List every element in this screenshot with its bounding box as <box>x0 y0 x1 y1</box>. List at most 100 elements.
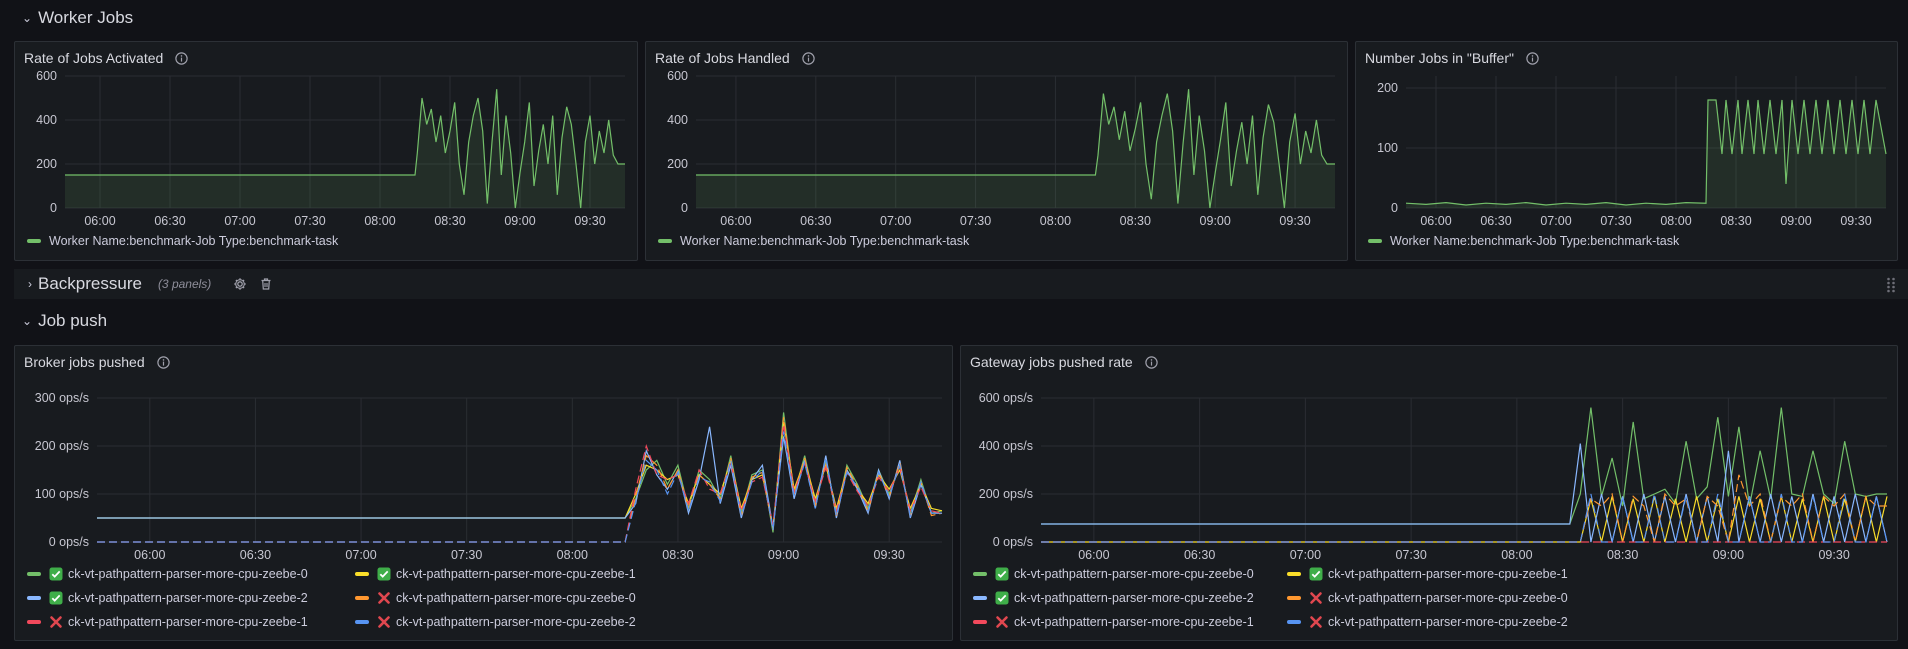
chart-rate-jobs-handled[interactable]: 0 200 400 600 06:00 06:30 07:00 07:30 08:00 08:30… <box>646 42 1347 260</box>
chart-gateway-jobs-pushed-rate[interactable]: 0 ops/s 200 ops/s 400 ops/s 600 ops/s 06:00 0… <box>961 346 1897 566</box>
y-tick-label: 0 ops/s <box>993 535 1033 549</box>
series-line-3[interactable] <box>97 417 943 543</box>
legend-swatch <box>27 620 41 624</box>
series-line-5[interactable] <box>97 431 942 543</box>
panel-title[interactable]: Rate of Jobs Handled <box>655 50 815 66</box>
row-title[interactable]: Backpressure <box>38 274 142 293</box>
info-circle-icon[interactable] <box>156 355 170 369</box>
x-tick-label: 06:00 <box>84 214 115 228</box>
legend-item[interactable]: ck-vt-pathpattern-parser-more-cpu-zeebe-… <box>973 615 1254 629</box>
legend-swatch <box>355 596 369 600</box>
chart-broker-jobs-pushed[interactable]: 0 ops/s 100 ops/s 200 ops/s 300 ops/s 06:00 0… <box>15 346 952 566</box>
x-tick-label: 06:00 <box>720 214 751 228</box>
legend-item[interactable]: ck-vt-pathpattern-parser-more-cpu-zeebe-… <box>355 615 636 629</box>
legend-label: ck-vt-pathpattern-parser-more-cpu-zeebe-… <box>1014 591 1254 605</box>
legend-item[interactable]: Worker Name:benchmark-Job Type:benchmark… <box>658 234 969 248</box>
x-tick-label: 06:00 <box>134 548 165 562</box>
row-backpressure[interactable]: › Backpressure (3 panels) <box>14 269 1908 299</box>
legend-item[interactable]: ck-vt-pathpattern-parser-more-cpu-zeebe-… <box>973 567 1254 581</box>
legend-swatch <box>658 239 672 243</box>
legend-item[interactable]: ck-vt-pathpattern-parser-more-cpu-zeebe-… <box>27 567 308 581</box>
legend-label: Worker Name:benchmark-Job Type:benchmark… <box>49 234 339 248</box>
info-circle-icon[interactable] <box>801 51 815 65</box>
x-tick-label: 08:30 <box>434 214 465 228</box>
series-line-0[interactable] <box>1041 407 1887 525</box>
panel-gateway-jobs-pushed-rate[interactable]: Gateway jobs pushed rate 0 ops/s 200 ops/… <box>960 345 1898 641</box>
legend-item[interactable]: ck-vt-pathpattern-parser-more-cpu-zeebe-… <box>1287 615 1568 629</box>
panel-rate-jobs-handled[interactable]: Rate of Jobs Handled 0 200 400 600 06:00 06:3… <box>645 41 1348 261</box>
series-line-0[interactable] <box>97 412 943 533</box>
series-line-0[interactable] <box>1405 99 1887 206</box>
series-line-2[interactable] <box>1041 443 1888 543</box>
legend-swatch <box>1287 620 1301 624</box>
row-worker-jobs[interactable]: ⌄ Worker Jobs <box>0 3 1908 33</box>
x-tick-label: 09:30 <box>1818 548 1849 562</box>
legend-item[interactable]: ck-vt-pathpattern-parser-more-cpu-zeebe-… <box>27 615 308 629</box>
series-line-0[interactable] <box>65 89 625 209</box>
row-title[interactable]: Worker Jobs <box>38 8 134 27</box>
info-circle-icon[interactable] <box>175 51 189 65</box>
panel-rate-jobs-activated[interactable]: Rate of Jobs Activated 0 200 400 600 06:00 06… <box>14 41 638 261</box>
y-tick-label: 200 <box>1377 81 1398 95</box>
panel-title[interactable]: Gateway jobs pushed rate <box>970 354 1158 370</box>
series-line-3[interactable] <box>1041 474 1887 543</box>
series-line-5[interactable] <box>1041 493 1888 543</box>
x-tick-label: 07:30 <box>451 548 482 562</box>
y-tick-label: 100 ops/s <box>35 487 89 501</box>
chevron-down-icon[interactable]: ⌄ <box>22 11 33 25</box>
row-job-push[interactable]: ⌄ Job push <box>0 306 1908 336</box>
chart-rate-jobs-activated[interactable]: 0 200 400 600 06:00 06:30 07:00 07:30 08:00 08:30… <box>15 42 637 260</box>
cross-icon <box>1309 615 1323 629</box>
legend-item[interactable]: ck-vt-pathpattern-parser-more-cpu-zeebe-… <box>1287 567 1568 581</box>
x-tick-label: 07:30 <box>294 214 325 228</box>
x-tick-label: 07:00 <box>224 214 255 228</box>
legend-swatch <box>27 239 41 243</box>
chevron-down-icon[interactable]: ⌄ <box>22 314 33 328</box>
x-tick-label: 08:00 <box>1660 214 1691 228</box>
drag-handle-icon[interactable] <box>1886 277 1896 293</box>
panel-title-text: Rate of Jobs Activated <box>24 50 164 66</box>
series-line-1[interactable] <box>97 421 943 528</box>
panel-title[interactable]: Broker jobs pushed <box>24 354 170 370</box>
legend-item[interactable]: ck-vt-pathpattern-parser-more-cpu-zeebe-… <box>355 591 636 605</box>
series-line-0[interactable] <box>696 89 1335 209</box>
info-circle-icon[interactable] <box>1526 51 1539 65</box>
x-tick-label: 06:30 <box>1184 548 1215 562</box>
x-tick-label: 08:30 <box>1120 214 1151 228</box>
legend-item[interactable]: Worker Name:benchmark-Job Type:benchmark… <box>1368 234 1679 248</box>
y-tick-label: 600 ops/s <box>979 391 1033 405</box>
x-tick-label: 09:00 <box>1713 548 1744 562</box>
row-title[interactable]: Job push <box>38 311 108 330</box>
series-line-4[interactable] <box>97 424 943 543</box>
panel-title[interactable]: Number Jobs in "Buffer" <box>1365 50 1539 66</box>
x-tick-label: 08:00 <box>557 548 588 562</box>
panel-broker-jobs-pushed[interactable]: Broker jobs pushed 0 ops/s 100 ops/s 200 o… <box>14 345 953 641</box>
legend-item[interactable]: ck-vt-pathpattern-parser-more-cpu-zeebe-… <box>27 591 308 605</box>
legend-swatch <box>27 572 41 576</box>
legend-item[interactable]: ck-vt-pathpattern-parser-more-cpu-zeebe-… <box>973 591 1254 605</box>
legend-label: ck-vt-pathpattern-parser-more-cpu-zeebe-… <box>1014 615 1254 629</box>
cross-icon <box>995 615 1009 629</box>
info-circle-icon[interactable] <box>1144 355 1158 369</box>
gear-icon[interactable] <box>233 277 247 291</box>
x-tick-label: 09:30 <box>574 214 605 228</box>
legend-swatch <box>355 620 369 624</box>
panel-number-jobs-buffer[interactable]: Number Jobs in "Buffer" 0 100 200 06:00 06:3… <box>1355 41 1898 261</box>
x-tick-label: 07:00 <box>1540 214 1571 228</box>
legend-item[interactable]: Worker Name:benchmark-Job Type:benchmark… <box>27 234 338 248</box>
trash-icon[interactable] <box>259 277 273 291</box>
series-line-1[interactable] <box>1041 496 1888 543</box>
legend-swatch <box>973 596 987 600</box>
series-area <box>1406 100 1886 208</box>
panel-title[interactable]: Rate of Jobs Activated <box>24 50 189 66</box>
legend-item[interactable]: ck-vt-pathpattern-parser-more-cpu-zeebe-… <box>1287 591 1568 605</box>
legend-label: ck-vt-pathpattern-parser-more-cpu-zeebe-… <box>1328 567 1568 581</box>
legend-item[interactable]: ck-vt-pathpattern-parser-more-cpu-zeebe-… <box>355 567 636 581</box>
chart-number-jobs-buffer[interactable]: 0 100 200 06:00 06:30 07:00 07:30 08:00 08:30 09:… <box>1356 42 1897 260</box>
panel-title-text: Number Jobs in "Buffer" <box>1365 50 1514 66</box>
chevron-right-icon[interactable]: › <box>28 277 32 291</box>
panel-title-text: Broker jobs pushed <box>24 354 145 370</box>
y-tick-label: 200 ops/s <box>35 439 89 453</box>
series-line-2[interactable] <box>97 426 942 528</box>
legend-swatch <box>27 596 41 600</box>
